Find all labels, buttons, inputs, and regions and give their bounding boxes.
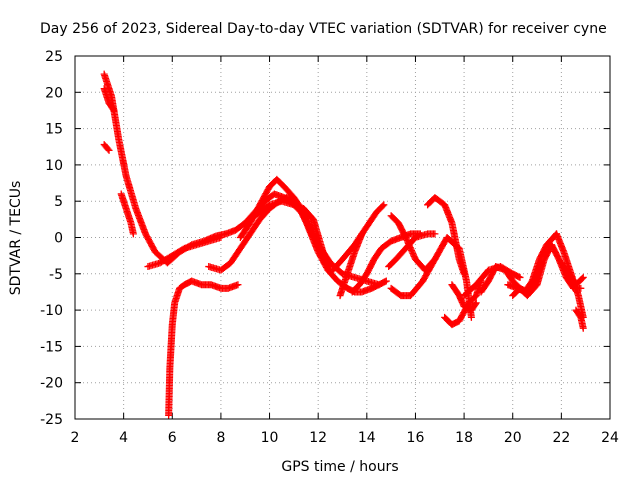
data-point <box>578 274 586 282</box>
x-tick-label: 2 <box>71 430 80 446</box>
data-point <box>217 234 225 241</box>
x-tick-label: 10 <box>261 430 279 446</box>
y-tick-label: 10 <box>45 158 63 174</box>
data-point <box>109 105 117 113</box>
data-series-12 <box>348 230 424 296</box>
data-point <box>431 230 439 238</box>
y-tick-label: 5 <box>54 194 63 210</box>
tick-labels: 2 4 6 8 10 12 14 16 18 20 22 242520151050-5-10-15-2… <box>40 49 619 446</box>
y-tick-label: 20 <box>45 85 63 101</box>
data-point <box>105 146 113 154</box>
data-point <box>358 230 366 238</box>
y-tick-label: -20 <box>40 376 63 392</box>
y-tick-label: -10 <box>40 303 63 319</box>
y-axis-label: SDTVAR / TECUs <box>8 181 24 296</box>
data-series-17 <box>441 277 485 329</box>
data-point <box>326 261 334 269</box>
data-point <box>579 273 587 281</box>
x-tick-label: 4 <box>119 430 128 446</box>
data-point <box>460 270 468 278</box>
x-tick-label: 20 <box>504 430 522 446</box>
plot-area <box>75 56 610 419</box>
data-point <box>129 230 137 238</box>
data-point <box>104 145 112 153</box>
plot-border <box>74 55 611 420</box>
y-tick-label: -15 <box>40 339 63 355</box>
data-point <box>472 299 480 307</box>
y-tick-label: -25 <box>40 412 63 428</box>
data-point <box>579 324 587 332</box>
data-point <box>234 281 242 289</box>
x-tick-label: 22 <box>552 430 570 446</box>
x-tick-label: 8 <box>216 430 225 446</box>
grid-lines <box>75 56 610 419</box>
y-tick-label: 25 <box>45 49 63 65</box>
data-series-24 <box>557 259 587 289</box>
data-series-22 <box>509 259 546 300</box>
data-series-11 <box>336 230 366 300</box>
data-series-5 <box>144 234 225 271</box>
data-point <box>471 300 479 308</box>
data-points <box>100 70 587 419</box>
data-series-2 <box>100 85 118 114</box>
data-series-3 <box>100 141 113 154</box>
data-series-18 <box>448 281 480 314</box>
x-tick-label: 18 <box>455 430 473 446</box>
x-tick-label: 24 <box>601 430 619 446</box>
x-axis-label: GPS time / hours <box>281 459 398 475</box>
x-tick-label: 12 <box>309 430 327 446</box>
data-point <box>382 277 390 285</box>
x-tick-label: 14 <box>358 430 376 446</box>
y-tick-label: 0 <box>54 231 63 247</box>
data-series-4 <box>117 190 137 238</box>
data-series-16 <box>424 194 468 278</box>
x-tick-label: 6 <box>168 430 177 446</box>
data-point <box>538 259 546 267</box>
x-tick-label: 16 <box>407 430 425 446</box>
data-point <box>110 106 118 114</box>
data-point <box>380 201 388 209</box>
data-point <box>516 273 524 281</box>
chart-title: Day 256 of 2023, Sidereal Day-to-day VTE… <box>40 21 607 37</box>
data-series-9 <box>246 197 334 271</box>
y-tick-label: 15 <box>45 122 63 138</box>
data-series-25 <box>572 306 587 332</box>
data-point <box>379 202 387 210</box>
y-tick-label: -5 <box>49 267 63 283</box>
data-series-6 <box>165 277 242 419</box>
data-point <box>467 313 475 321</box>
